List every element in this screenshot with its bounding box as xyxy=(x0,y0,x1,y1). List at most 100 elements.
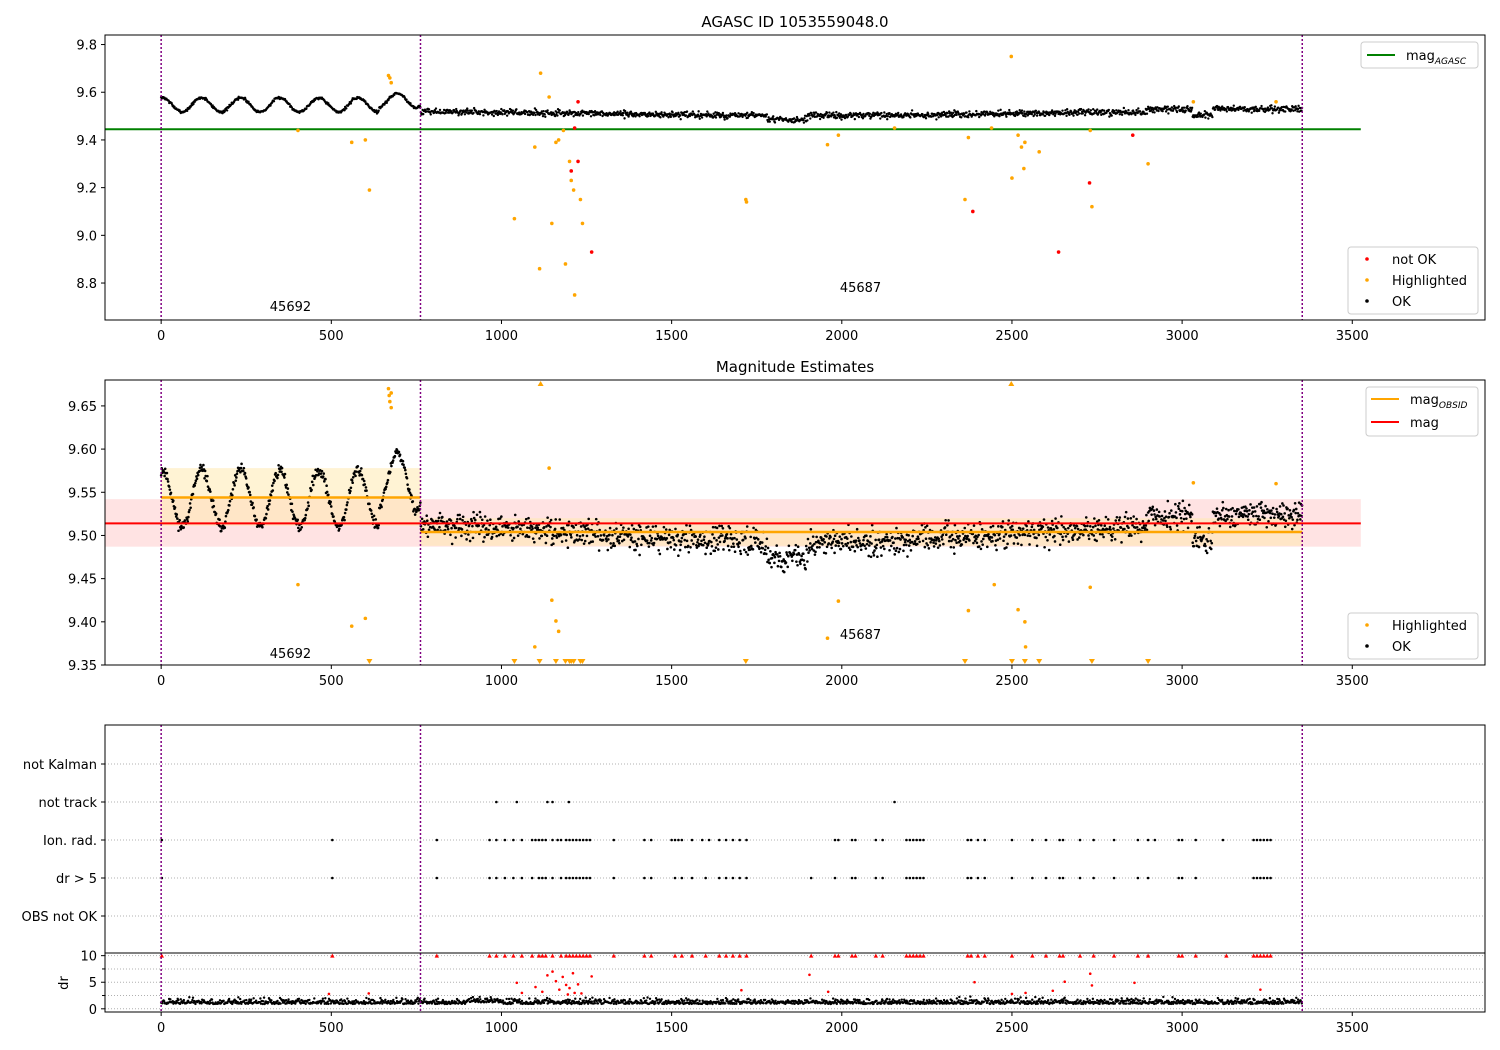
ok-point xyxy=(906,555,909,558)
ok-point xyxy=(605,539,608,543)
ok-point xyxy=(1021,527,1025,530)
ok-point xyxy=(496,113,500,117)
ok-point xyxy=(1293,502,1297,505)
ok-point xyxy=(1144,524,1148,527)
ok-point xyxy=(736,543,740,546)
highlighted-point xyxy=(572,293,577,297)
ok-point xyxy=(1246,515,1249,518)
ok-point xyxy=(346,501,349,504)
ok-point xyxy=(1011,528,1015,532)
ok-point xyxy=(700,116,704,119)
highlighted-point xyxy=(989,126,994,130)
flag-point xyxy=(1194,838,1198,842)
ok-point xyxy=(706,110,709,113)
ok-point xyxy=(1081,112,1084,115)
ok-point xyxy=(723,118,726,121)
flag-point xyxy=(673,838,677,842)
ok-point xyxy=(923,545,927,549)
ok-point xyxy=(455,107,458,111)
ok-point xyxy=(609,546,613,549)
highlighted-point xyxy=(571,188,576,192)
flag-point xyxy=(911,838,915,842)
flag-point xyxy=(717,876,721,880)
ok-point xyxy=(1270,509,1273,512)
ok-point xyxy=(515,108,518,111)
highlighted-point xyxy=(563,262,568,266)
dr-point xyxy=(384,998,387,1002)
ok-point xyxy=(861,117,865,120)
ok-point xyxy=(172,499,175,503)
ok-point xyxy=(251,501,254,505)
ok-point xyxy=(371,515,374,519)
ok-point xyxy=(1178,513,1182,516)
ok-point xyxy=(506,526,510,529)
ok-point xyxy=(409,102,412,105)
ok-point xyxy=(743,548,746,552)
ok-point xyxy=(544,115,547,118)
ok-point xyxy=(804,544,808,548)
ok-point xyxy=(472,516,476,520)
ok-point xyxy=(1249,503,1252,506)
ok-point xyxy=(911,534,914,538)
dr-point xyxy=(322,1000,326,1003)
ok-point xyxy=(962,112,966,116)
ok-point xyxy=(1020,543,1023,547)
ok-point xyxy=(1117,518,1121,522)
ok-point xyxy=(436,528,439,532)
flag-point xyxy=(1061,838,1065,842)
ok-point xyxy=(1099,111,1102,114)
ok-point xyxy=(1130,112,1134,115)
ok-point xyxy=(806,560,809,563)
ok-point xyxy=(468,539,472,543)
ok-point xyxy=(935,113,939,117)
ok-point xyxy=(997,109,1000,112)
ok-point xyxy=(964,540,968,544)
flag-point xyxy=(707,838,711,842)
ok-point xyxy=(867,554,871,558)
flag-point xyxy=(911,876,915,880)
ok-point xyxy=(269,104,272,107)
ok-point xyxy=(173,506,177,509)
flag-point xyxy=(495,838,498,842)
dr-point xyxy=(591,996,594,999)
ok-point xyxy=(303,516,307,520)
flag-point xyxy=(1136,838,1140,842)
ok-point xyxy=(1103,524,1107,528)
ok-point xyxy=(1184,109,1187,112)
ok-point xyxy=(374,518,378,521)
highlighted-point xyxy=(389,391,394,395)
dr-point xyxy=(308,998,311,1002)
dr-point xyxy=(534,997,537,1000)
agasc-xtick-label: 2000 xyxy=(825,329,858,344)
ok-point xyxy=(845,544,849,548)
ok-point xyxy=(1136,111,1139,115)
ok-point xyxy=(833,534,837,538)
flag-point xyxy=(915,838,918,842)
ok-point xyxy=(1284,110,1287,113)
dr-point xyxy=(327,1002,330,1006)
ok-point xyxy=(714,546,718,549)
ok-point xyxy=(1048,533,1052,536)
ok-point xyxy=(946,112,949,115)
ok-point xyxy=(1246,518,1250,522)
ok-point xyxy=(1222,506,1225,510)
legend-not-ok-label: not OK xyxy=(1392,253,1437,268)
ok-point xyxy=(1013,114,1017,118)
ok-point xyxy=(627,527,630,531)
ok-point xyxy=(220,529,223,533)
ok-point xyxy=(253,514,257,518)
highlighted-point xyxy=(966,608,971,613)
ok-point xyxy=(848,548,852,551)
ok-point xyxy=(998,537,1002,540)
ok-point xyxy=(1091,108,1095,111)
ok-point xyxy=(1204,116,1207,119)
ok-point xyxy=(316,470,319,473)
not-ok-point xyxy=(572,126,577,130)
ok-point xyxy=(575,533,579,537)
ok-point xyxy=(947,519,950,522)
legend-highlighted-marker xyxy=(1365,278,1369,282)
ok-point xyxy=(862,112,865,116)
flag-point xyxy=(837,838,840,842)
ok-point xyxy=(540,534,544,538)
